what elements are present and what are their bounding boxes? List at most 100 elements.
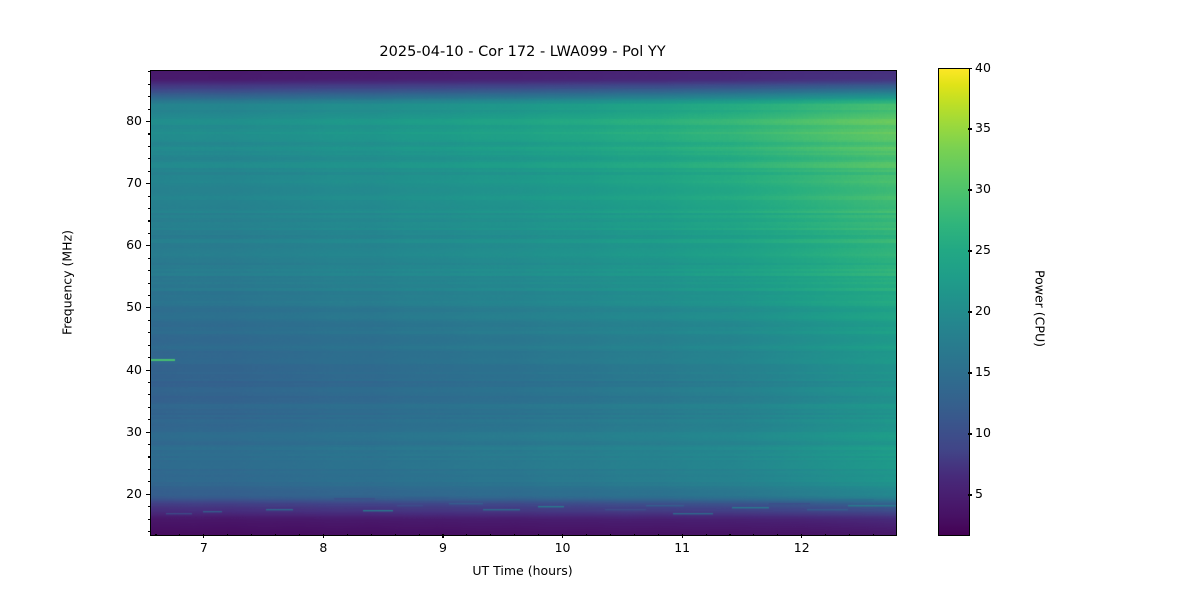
colorbar-tick-label: 40 bbox=[975, 59, 991, 75]
y-tick-mark bbox=[146, 307, 150, 309]
colorbar-tick-label: 5 bbox=[975, 486, 983, 502]
x-minor-tick bbox=[849, 534, 851, 537]
x-minor-tick bbox=[251, 534, 253, 537]
spectrogram-canvas bbox=[151, 71, 896, 535]
y-minor-tick bbox=[147, 282, 150, 284]
y-minor-tick bbox=[147, 145, 150, 147]
x-tick-mark bbox=[562, 534, 564, 538]
colorbar-tick-mark bbox=[968, 250, 972, 252]
x-minor-tick bbox=[705, 534, 707, 537]
y-tick-label: 40 bbox=[126, 361, 142, 377]
colorbar-gradient bbox=[939, 69, 969, 535]
colorbar-tick-mark bbox=[968, 372, 972, 374]
x-tick-label: 12 bbox=[793, 540, 810, 555]
colorbar-tick-label: 25 bbox=[975, 242, 991, 258]
colorbar-tick-mark bbox=[968, 433, 972, 435]
y-minor-tick bbox=[147, 257, 150, 259]
x-minor-tick bbox=[753, 534, 755, 537]
y-minor-tick bbox=[147, 270, 150, 272]
x-minor-tick bbox=[777, 534, 779, 537]
x-minor-tick bbox=[298, 534, 301, 537]
colorbar-tick-mark bbox=[968, 494, 972, 496]
y-minor-tick bbox=[147, 319, 150, 321]
page-title: 2025-04-10 - Cor 172 - LWA099 - Pol YY bbox=[379, 44, 666, 60]
x-tick-mark bbox=[801, 534, 803, 538]
y-minor-tick bbox=[147, 71, 150, 73]
y-minor-tick bbox=[147, 332, 150, 334]
y-tick-label: 60 bbox=[126, 237, 142, 253]
y-minor-tick bbox=[147, 344, 150, 346]
x-minor-tick bbox=[155, 534, 157, 537]
colorbar-tick-mark bbox=[968, 189, 972, 191]
y-minor-tick bbox=[147, 170, 150, 172]
colorbar-label: Power (CPU) bbox=[1032, 270, 1048, 347]
x-minor-tick bbox=[418, 534, 420, 537]
x-axis-label: UT Time (hours) bbox=[472, 563, 573, 578]
x-minor-tick bbox=[275, 534, 277, 537]
y-minor-tick bbox=[147, 394, 150, 396]
x-minor-tick bbox=[346, 534, 348, 537]
x-minor-tick bbox=[227, 534, 229, 537]
y-minor-tick bbox=[147, 406, 150, 408]
y-minor-tick bbox=[147, 468, 150, 470]
y-minor-tick bbox=[147, 444, 150, 446]
colorbar-tick-label: 35 bbox=[975, 120, 991, 136]
y-minor-tick bbox=[147, 357, 150, 359]
y-tick-mark bbox=[146, 245, 150, 247]
x-tick-mark bbox=[681, 534, 683, 538]
y-minor-tick bbox=[147, 531, 150, 533]
y-minor-tick bbox=[147, 381, 150, 384]
y-tick-mark bbox=[146, 183, 150, 185]
x-minor-tick bbox=[490, 534, 492, 537]
y-minor-tick bbox=[147, 294, 150, 297]
y-tick-label: 30 bbox=[126, 423, 142, 439]
y-minor-tick bbox=[147, 133, 150, 135]
x-minor-tick bbox=[657, 534, 659, 537]
y-minor-tick bbox=[147, 481, 150, 483]
y-tick-mark bbox=[146, 121, 150, 123]
x-tick-label: 11 bbox=[674, 540, 691, 555]
y-minor-tick bbox=[147, 456, 150, 458]
x-tick-label: 8 bbox=[319, 540, 328, 555]
colorbar-tick-label: 30 bbox=[975, 181, 991, 197]
x-tick-label: 10 bbox=[554, 540, 571, 555]
spectrogram-axes[interactable] bbox=[150, 70, 897, 536]
x-tick-label: 9 bbox=[438, 540, 447, 555]
y-minor-tick bbox=[147, 108, 150, 110]
x-minor-tick bbox=[514, 534, 516, 537]
x-minor-tick bbox=[179, 534, 181, 537]
y-tick-mark bbox=[146, 431, 150, 433]
x-tick-mark bbox=[203, 534, 205, 538]
colorbar-tick-label: 15 bbox=[975, 364, 991, 380]
x-minor-tick bbox=[825, 534, 827, 537]
y-minor-tick bbox=[147, 195, 150, 197]
y-minor-tick bbox=[147, 158, 150, 160]
x-minor-tick bbox=[466, 534, 468, 537]
y-minor-tick bbox=[147, 208, 150, 210]
colorbar[interactable] bbox=[938, 68, 970, 536]
colorbar-tick-mark bbox=[968, 311, 972, 313]
x-minor-tick bbox=[609, 534, 611, 537]
y-tick-mark bbox=[146, 369, 150, 371]
x-tick-mark bbox=[322, 534, 324, 538]
y-minor-tick bbox=[147, 518, 150, 520]
x-tick-mark bbox=[442, 534, 444, 538]
colorbar-tick-label: 10 bbox=[975, 425, 991, 441]
x-minor-tick bbox=[872, 534, 875, 537]
y-minor-tick bbox=[147, 232, 150, 234]
spectrogram-image[interactable] bbox=[151, 71, 896, 535]
y-tick-label: 20 bbox=[126, 485, 142, 501]
y-minor-tick bbox=[147, 96, 150, 98]
x-minor-tick bbox=[585, 534, 588, 537]
x-minor-tick bbox=[370, 534, 372, 537]
colorbar-tick-mark bbox=[968, 67, 972, 69]
y-minor-tick bbox=[147, 220, 150, 222]
y-minor-tick bbox=[147, 83, 150, 85]
x-tick-label: 7 bbox=[199, 540, 208, 555]
x-minor-tick bbox=[394, 534, 396, 537]
colorbar-tick-mark bbox=[968, 128, 972, 130]
y-tick-label: 80 bbox=[126, 113, 142, 129]
y-minor-tick bbox=[147, 506, 150, 508]
y-tick-label: 50 bbox=[126, 299, 142, 315]
